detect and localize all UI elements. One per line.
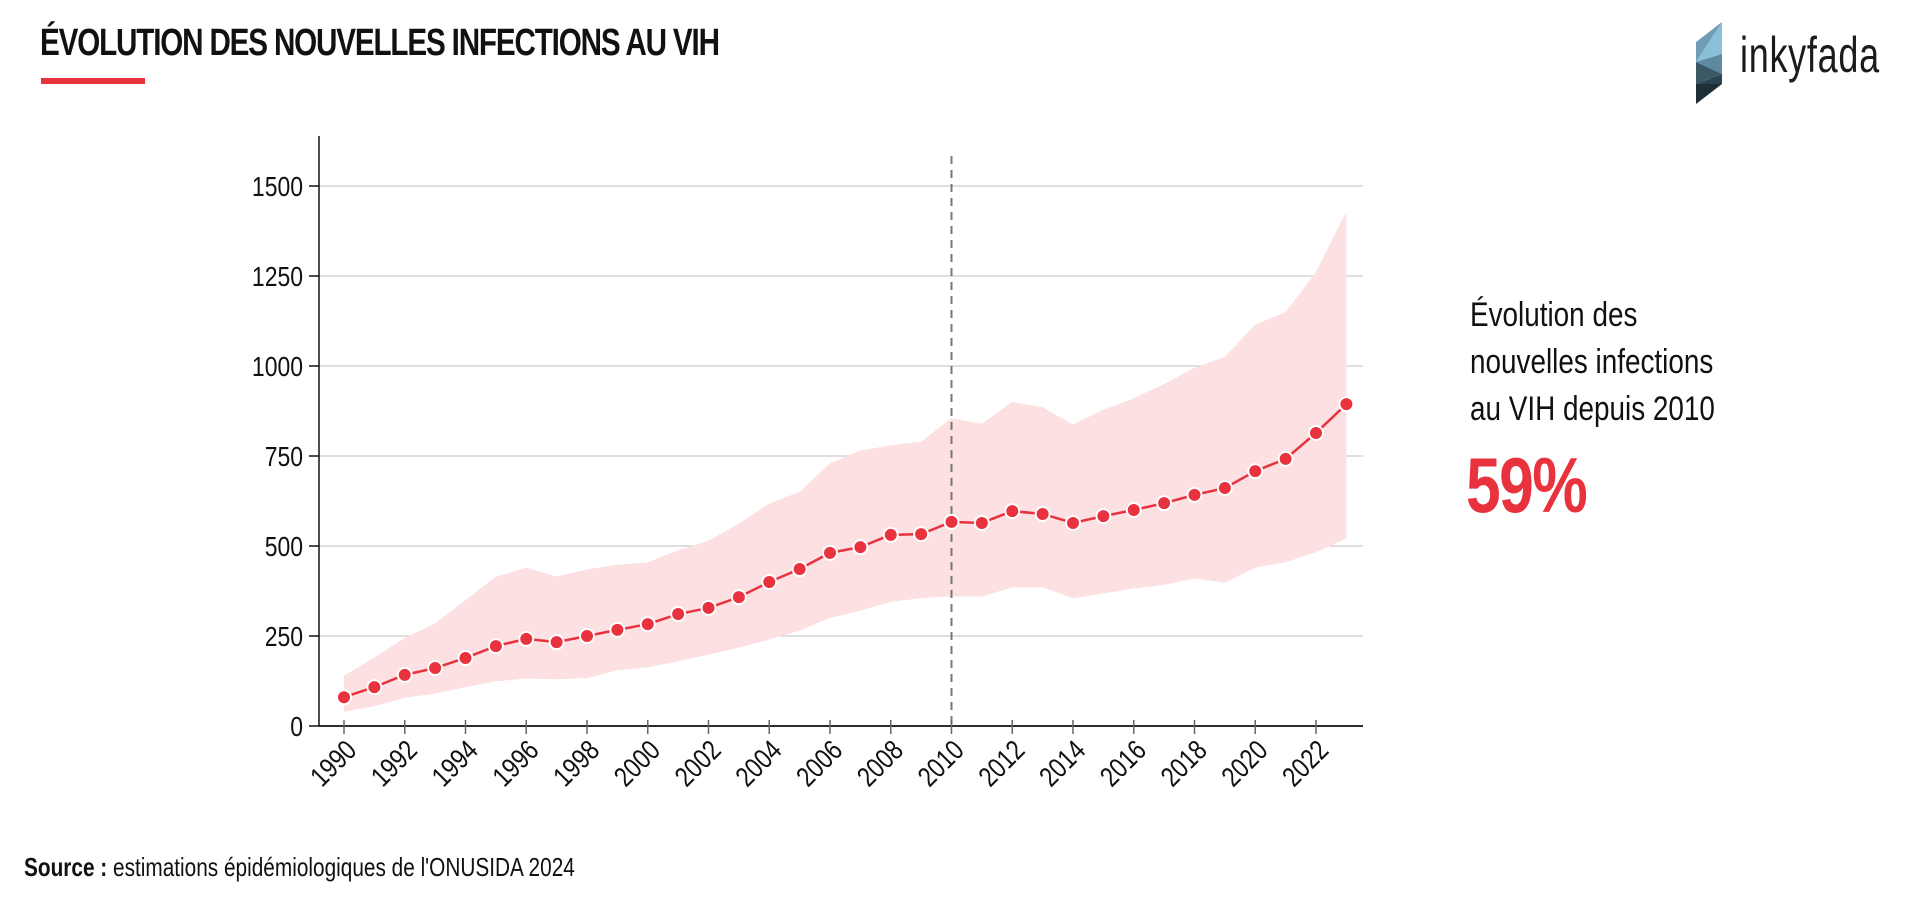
data-point (822, 544, 838, 561)
x-tick-label: 2018 (1155, 735, 1213, 793)
data-point (1277, 450, 1294, 467)
data-point (1065, 514, 1081, 531)
data-point (518, 630, 535, 647)
x-tick-label: 2014 (1034, 735, 1092, 793)
x-tick-label: 2012 (973, 735, 1031, 793)
y-axis-ticks: 0 250 500 750 1000 1250 1500 (252, 172, 319, 743)
summary-line: Évolution des (1470, 296, 1638, 334)
data-point (1156, 495, 1173, 512)
source-label: Source : (24, 852, 108, 882)
x-tick-label: 2010 (912, 735, 970, 793)
summary-percentage: 59% (1466, 441, 1588, 529)
data-point (1308, 424, 1324, 441)
data-point (366, 679, 383, 696)
x-tick-label: 1994 (426, 735, 484, 793)
x-tick-label: 2006 (791, 735, 849, 793)
title-underline (41, 78, 145, 84)
data-point (852, 539, 869, 556)
logo-text: inkyfada (1740, 27, 1880, 83)
x-tick-label: 1992 (366, 735, 424, 793)
x-tick-label: 2000 (609, 735, 667, 793)
source-text: estimations épidémiologiques de l'ONUSID… (107, 852, 575, 882)
x-tick-label: 2004 (730, 735, 788, 793)
data-point (487, 638, 504, 655)
confidence-band (344, 211, 1347, 712)
summary-line: au VIH depuis 2010 (1470, 390, 1715, 428)
data-point (1338, 396, 1355, 413)
source-note: Source : estimations épidémiologiques de… (24, 852, 575, 883)
inkyfada-logo: inkyfada (1694, 22, 1914, 104)
y-tick-label: 1500 (252, 172, 303, 203)
data-point (1186, 486, 1203, 503)
y-tick-label: 1000 (252, 352, 303, 383)
data-point (1004, 503, 1021, 520)
x-axis-ticks: 1990 1992 1994 1996 1998 2000 2002 2004 2006 2008… (305, 720, 1335, 793)
y-tick-label: 750 (265, 442, 303, 473)
x-tick-label: 1996 (487, 735, 545, 793)
data-point (730, 589, 747, 606)
data-point (943, 513, 960, 530)
data-point (457, 649, 474, 666)
data-point (973, 514, 990, 531)
data-point (396, 666, 413, 683)
data-point (336, 689, 352, 706)
y-tick-label: 1250 (252, 262, 303, 293)
data-point (609, 621, 626, 638)
data-point (761, 574, 778, 590)
data-point (700, 599, 717, 616)
x-tick-label: 1990 (305, 735, 363, 793)
data-point (1125, 502, 1142, 518)
x-tick-label: 2020 (1216, 735, 1274, 793)
data-point (639, 616, 656, 633)
data-point (579, 628, 595, 644)
data-point (1095, 508, 1112, 525)
x-tick-label: 1998 (548, 735, 606, 793)
series-line (343, 403, 1348, 699)
summary-text: Évolution des nouvelles infections au VI… (1470, 292, 1715, 433)
data-point (791, 561, 808, 578)
summary-line: nouvelles infections (1470, 343, 1714, 381)
data-point (882, 526, 899, 543)
data-point (427, 660, 444, 677)
x-tick-label: 2022 (1277, 735, 1335, 793)
data-point (548, 634, 565, 651)
data-point (1034, 505, 1051, 522)
x-tick-label: 2008 (852, 735, 910, 793)
data-point (1247, 463, 1264, 480)
x-tick-label: 2016 (1095, 735, 1153, 793)
y-tick-label: 500 (265, 532, 303, 563)
chart-title: ÉVOLUTION DES NOUVELLES INFECTIONS AU VI… (40, 22, 720, 64)
data-point (670, 606, 687, 623)
y-tick-label: 250 (265, 622, 303, 653)
data-point (1216, 480, 1233, 497)
y-tick-label: 0 (290, 712, 303, 743)
x-tick-label: 2002 (669, 735, 727, 793)
data-points (336, 396, 1355, 706)
logo-mark-icon (1696, 22, 1722, 104)
data-point (913, 526, 930, 543)
